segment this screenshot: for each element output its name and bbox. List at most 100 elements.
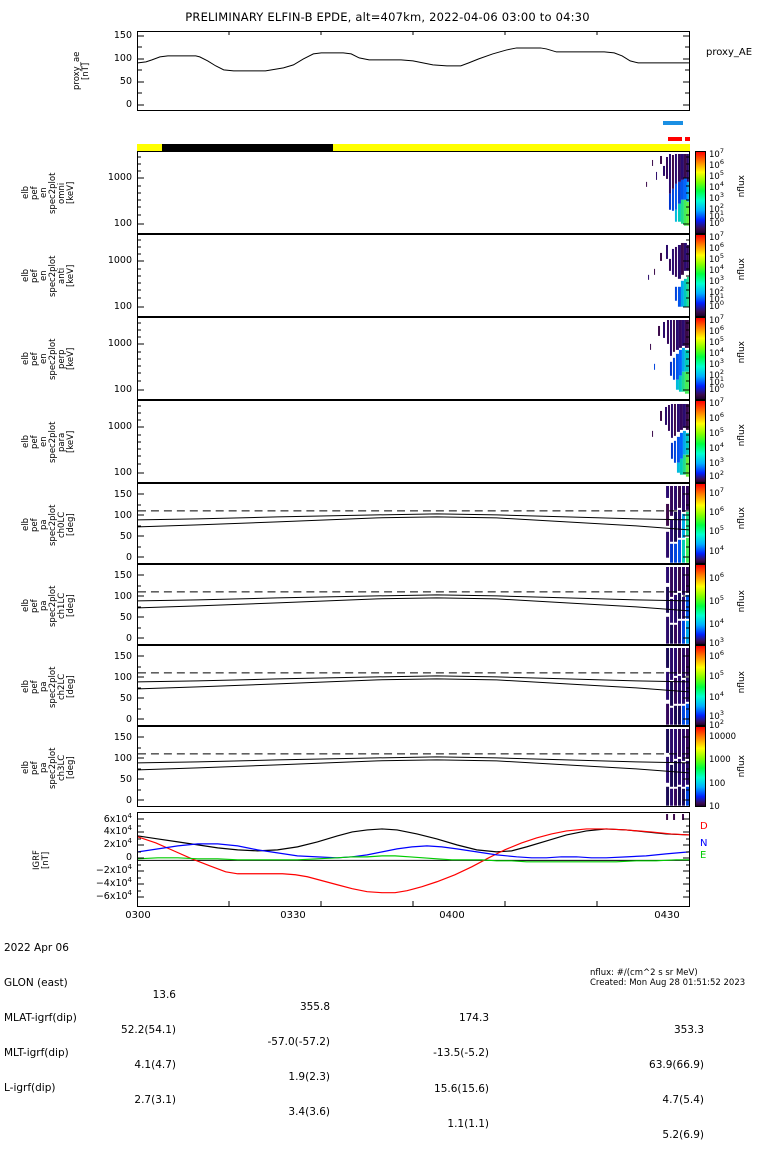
colorbar-tick: 10000 <box>709 732 737 742</box>
ylabel-word: [keV] <box>66 181 76 205</box>
ylabel-word: [deg] <box>66 594 76 618</box>
colorbar-tick: 103 <box>709 709 724 722</box>
panel-igrf[interactable] <box>137 812 690 907</box>
colorbar-tick: 105 <box>709 594 724 607</box>
igrf-legend-e: E <box>700 850 707 861</box>
pa-data-band <box>666 728 689 806</box>
panel-en-perp[interactable] <box>137 317 690 400</box>
panel-proxy-ae[interactable] <box>137 31 690 111</box>
cell: -13.5(-5.2) <box>433 1047 489 1060</box>
cell: 355.8 <box>299 1000 330 1013</box>
ytick-label: 2x104 <box>103 836 132 850</box>
cell: 4.7(5.4) <box>662 1094 704 1107</box>
ytick-label: 1000 <box>107 255 132 266</box>
ytick-label: 0 <box>125 795 132 806</box>
colorbar-en-perp[interactable] <box>695 317 706 400</box>
xtick-label: 0430 <box>654 910 680 921</box>
colorbar-en-anti[interactable] <box>695 234 706 317</box>
ytick-label: 100 <box>113 672 132 683</box>
colorbar-tick: 105 <box>709 252 724 265</box>
colorbar-tick: 106 <box>709 158 724 171</box>
row-label: MLAT-igrf(dip) <box>4 1012 77 1025</box>
panel-en-para-ylabel: elb pef en spec2plot para [keV] <box>21 403 76 481</box>
colorbar-tick: 101 <box>709 209 724 222</box>
cell: -57.0(-57.2) <box>267 1035 330 1048</box>
xtick-label: 0400 <box>439 910 465 921</box>
colorbar-pa-ch1lc[interactable] <box>695 564 706 645</box>
ytick-label: −4x104 <box>95 875 132 889</box>
colorbar-en-para[interactable] <box>695 400 706 483</box>
ytick-label: 50 <box>119 693 132 704</box>
plot-canvas: PRELIMINARY ELFIN-B EPDE, alt=407km, 202… <box>4 10 752 1141</box>
colorbar-tick: 10 <box>709 802 720 812</box>
colorbar-pa-ch3lc[interactable] <box>695 726 706 807</box>
colorbar-label: nflux <box>737 424 747 447</box>
colorbar-tick: 105 <box>709 669 724 682</box>
colorbar-tick: 104 <box>709 617 724 630</box>
ytick-label: 1000 <box>107 338 132 349</box>
ytick-label: 150 <box>113 30 132 41</box>
ylabel-word: [nT] <box>81 62 91 80</box>
panel-en-omni[interactable] <box>137 151 690 234</box>
ytick-label: 0 <box>125 852 132 863</box>
igrf-legend-d: D <box>700 821 708 832</box>
pa-data-band <box>666 566 689 644</box>
colorbar-tick: 100 <box>709 779 726 789</box>
ytick-label: 150 <box>113 651 132 662</box>
ytick-label: 1000 <box>107 172 132 183</box>
panel-pa-ch3lc[interactable] <box>137 726 690 807</box>
colorbar-gradient <box>696 401 705 482</box>
page-title: PRELIMINARY ELFIN-B EPDE, alt=407km, 202… <box>185 10 590 24</box>
cell: 52.2(54.1) <box>121 1024 176 1036</box>
credits-text: nflux: #/(cm^2 s sr MeV) Created: Mon Au… <box>590 968 746 988</box>
colorbar-pa-ch2lc[interactable] <box>695 645 706 726</box>
colorbar-tick: 107 <box>709 230 724 243</box>
cell: 13.6 <box>152 988 176 1001</box>
igrf-data-markers <box>666 813 685 820</box>
colorbar-tick: 104 <box>709 346 724 359</box>
table-row: L-igrf(dip) 2.7(3.1) 3.4(3.6) 1.1(1.1) 5… <box>4 1072 704 1141</box>
status-bar-yellow <box>137 144 690 151</box>
table-row: 2022 Apr 06 <box>4 931 69 953</box>
en-para-spectrogram <box>652 403 689 477</box>
ytick-label: 100 <box>113 53 132 64</box>
ytick-label: 0 <box>125 99 132 110</box>
panel-pa-ch0lc[interactable] <box>137 483 690 564</box>
en-omni-spectrogram <box>646 153 689 226</box>
cell: 174.3 <box>458 1012 489 1025</box>
colorbar-gradient <box>696 565 705 644</box>
panel-en-para[interactable] <box>137 400 690 483</box>
cell: 2.7(3.1) <box>134 1094 176 1107</box>
ylabel-word: [keV] <box>66 347 76 371</box>
colorbar-pa-ch0lc[interactable] <box>695 483 706 564</box>
cell: 5.2(6.9) <box>662 1129 704 1142</box>
colorbar-tick: 106 <box>709 505 724 518</box>
colorbar-en-omni[interactable] <box>695 151 706 234</box>
panel-en-anti[interactable] <box>137 234 690 317</box>
colorbar-tick: 107 <box>709 396 724 409</box>
proxy-ae-trace <box>138 47 689 72</box>
colorbar-gradient <box>696 318 705 399</box>
row-label: 2022 Apr 06 <box>4 942 69 955</box>
ytick-label: 100 <box>113 384 132 395</box>
ytick-label: 100 <box>113 301 132 312</box>
ytick-label: 50 <box>119 612 132 623</box>
pa-data-band <box>666 485 689 563</box>
ylabel-word: [deg] <box>66 675 76 699</box>
pa-ch1lc-spectrogram <box>138 566 689 644</box>
panel-pa-ch0lc-ylabel: elb pef pa spec2plot ch0LC [deg] <box>21 488 76 562</box>
row-label: L-igrf(dip) <box>4 1082 56 1095</box>
colorbar-tick: 104 <box>709 690 724 703</box>
cell: 353.3 <box>673 1024 704 1037</box>
status-bar-black-segment <box>162 144 333 151</box>
colorbar-tick: 1000 <box>709 755 731 765</box>
panel-pa-ch1lc-ylabel: elb pef pa spec2plot ch1LC [deg] <box>21 569 76 643</box>
colorbar-tick: 103 <box>709 456 724 469</box>
ytick-label: 150 <box>113 570 132 581</box>
panel-pa-ch1lc[interactable] <box>137 564 690 645</box>
colorbar-tick: 104 <box>709 441 724 454</box>
ytick-label: 50 <box>119 76 132 87</box>
colorbar-tick: 102 <box>709 202 724 215</box>
panel-pa-ch2lc[interactable] <box>137 645 690 726</box>
table-row: MLAT-igrf(dip) 52.2(54.1) -57.0(-57.2) -… <box>4 1002 704 1071</box>
